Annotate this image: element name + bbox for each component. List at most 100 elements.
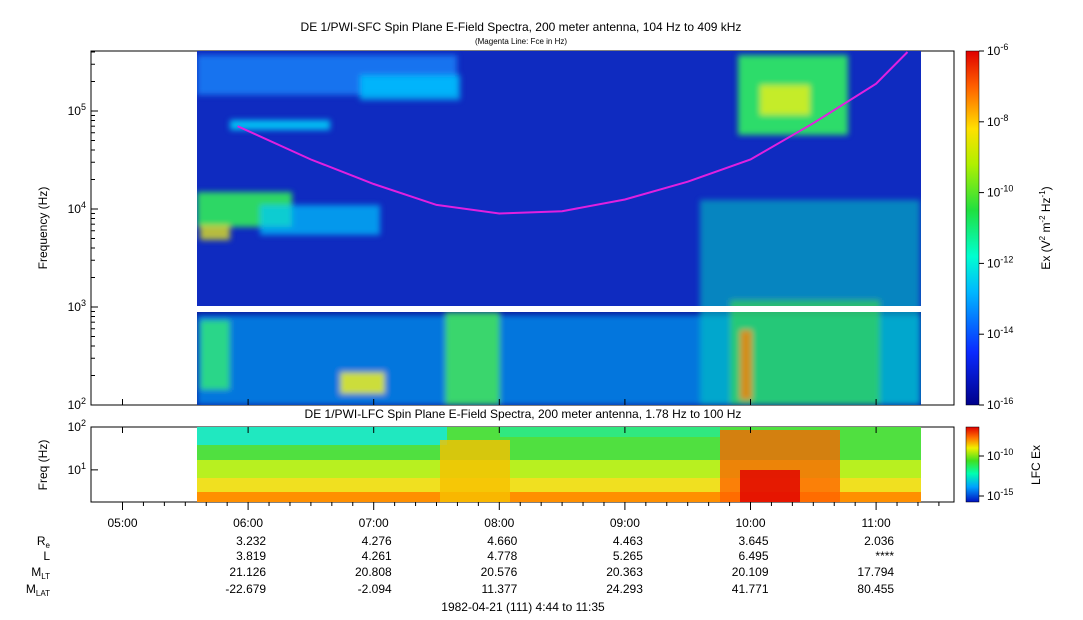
lfc-hot-1 [440,440,510,502]
cb-label-p0: Ex (V [1039,240,1053,269]
lfc-colorbar-ticks: 10-10 10-15 [979,447,1013,503]
ephem-value-3-1: -2.094 [358,582,392,596]
lfc-band-orange [197,492,921,502]
ephem-label-3-base: M [26,582,36,596]
x-tick-label-3: 08:00 [484,516,514,530]
ephem-label-0: Re [37,534,51,550]
lfc-ytick-label-1-exp: 2 [81,418,86,428]
sfc-ytick-label-0-exp: 2 [81,396,86,406]
x-tick-label-4: 09:00 [610,516,640,530]
sfc-ytick-label-1-base: 10 [68,300,82,314]
cb1-tick-label-4-base: 10 [987,327,1001,341]
cb2-tick-label-0: 10-10 [987,447,1013,463]
cb1-tick-label-1: 10-8 [987,113,1008,129]
ephem-value-2-5: 17.794 [857,565,894,579]
ephem-value-3-0: -22.679 [225,582,266,596]
lfc-hot-3 [740,470,800,502]
ephem-value-3-4: 41.771 [732,582,769,596]
cb1-tick-label-0-exp: -6 [1000,42,1008,52]
ephem-label-3: MLAT [26,582,50,598]
ephem-value-1-1: 4.261 [362,549,392,563]
cb1-tick-label-5-exp: -16 [1000,396,1013,406]
ephem-value-3-3: 24.293 [606,582,643,596]
blob-lower-green-2 [445,312,500,405]
chart-subtitle: (Magenta Line: Fce in Hz) [475,37,567,46]
cb-label-p1: 2 [1038,235,1047,240]
cb2-tick-label-1-exp: -15 [1000,487,1013,497]
lfc-ytick-label-0-base: 10 [68,463,82,477]
cb2-tick-label-1: 10-15 [987,487,1013,503]
ephem-label-2: MLT [31,565,50,581]
blob-cyan-70k [230,120,330,130]
sfc-heatmap [197,51,921,405]
x-tick-label-6: 11:00 [862,516,891,530]
lfc-title: DE 1/PWI-LFC Spin Plane E-Field Spectra,… [305,407,742,421]
lfc-heatmap [197,427,921,502]
ephem-label-2-base: M [31,565,41,579]
x-tick-label-1: 06:00 [233,516,263,530]
cb1-tick-label-0-base: 10 [987,44,1001,58]
cb1-tick-label-1-base: 10 [987,115,1001,129]
cb1-tick-label-3-base: 10 [987,256,1001,270]
sfc-colorbar-label: Ex (V2 m-2 Hz-1) [1038,186,1053,269]
lfc-ytick-label-0-exp: 1 [81,461,86,471]
blob-yellow-4k [200,225,230,240]
sfc-ytick-label-2-base: 10 [68,202,82,216]
ephem-value-2-1: 20.808 [355,565,392,579]
ephem-label-2-sub: LT [41,572,50,581]
sfc-blobs [197,55,921,405]
sfc-data-gap [197,306,921,312]
sfc-ytick-label-3-base: 10 [68,104,82,118]
cb1-tick-label-4: 10-14 [987,325,1013,341]
blob-lower-green-1 [200,320,230,390]
sfc-ytick-label-0-base: 10 [68,398,82,412]
ephem-label-0-base: R [37,534,46,548]
blob-right-activity-2 [730,300,880,405]
blob-lower-yellow [340,372,385,394]
ephem-label-1-base: L [43,549,50,563]
cb-label-p5: -1 [1038,190,1047,198]
ephem-value-2-4: 20.109 [732,565,769,579]
ephem-label-1: L [43,549,50,563]
cb1-tick-label-3-exp: -12 [1000,254,1013,264]
ephemeris-table: Re 3.232 4.276 4.660 4.463 3.645 2.036 L 3.819 4.… [26,534,895,598]
cb-label-p2: m [1039,223,1053,236]
cb1-tick-label-5-base: 10 [987,398,1001,412]
sfc-ytick-label-2-exp: 4 [81,200,86,210]
ephem-value-0-4: 3.645 [738,534,768,548]
cb1-tick-label-3: 10-12 [987,254,1013,270]
cb-label-p6: ) [1039,186,1053,190]
lfc-colorbar-label: LFC Ex [1029,445,1043,485]
ephem-value-0-3: 4.463 [613,534,643,548]
ephem-value-0-2: 4.660 [487,534,517,548]
ephem-value-1-0: 3.819 [236,549,266,563]
lfc-ytick-label-0: 101 [68,461,86,477]
ephem-value-1-5: **** [875,549,894,563]
cb1-tick-label-2: 10-10 [987,184,1013,200]
ephem-value-2-3: 20.363 [606,565,643,579]
ephem-value-1-2: 4.778 [487,549,517,563]
ephem-value-0-5: 2.036 [864,534,894,548]
ephem-value-0-0: 3.232 [236,534,266,548]
x-tick-label-5: 10:00 [735,516,765,530]
ephem-value-3-2: 11.377 [481,582,517,596]
fce-line [237,51,909,215]
cb-label-p4: Hz [1039,197,1053,215]
ephem-label-0-sub: e [46,541,51,550]
sfc-colorbar-gradient [965,50,980,406]
chart-title: DE 1/PWI-SFC Spin Plane E-Field Spectra,… [301,20,742,34]
sfc-ytick-label-2: 104 [68,200,86,216]
ephem-value-1-4: 6.495 [738,549,768,563]
lfc-band-cyan-2 [500,427,720,437]
ephem-label-3-sub: LAT [36,589,50,598]
sfc-ylabel: Frequency (Hz) [36,187,50,270]
sfc-ytick-label-1-exp: 3 [81,298,86,308]
cb1-tick-label-0: 10-6 [987,42,1008,58]
ephem-value-0-1: 4.276 [362,534,392,548]
x-tick-label-2: 07:00 [359,516,389,530]
